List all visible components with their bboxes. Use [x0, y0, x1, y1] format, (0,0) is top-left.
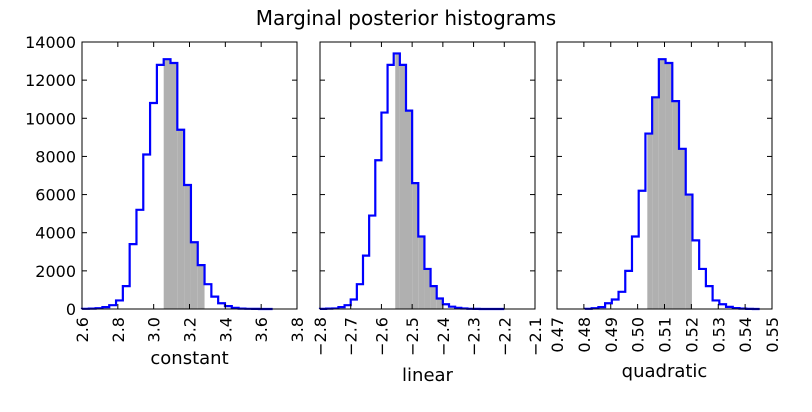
shaded-bar	[685, 194, 692, 309]
shaded-bar	[163, 59, 171, 309]
panels-group: 2.6 2.8 3.0 3.2 3.4 3.6 3.8 0 2000 4000 6000 8000 10…	[25, 33, 782, 386]
x-tick-label: 0.53	[709, 317, 728, 353]
figure-title: Marginal posterior histograms	[256, 6, 556, 30]
panel-constant: 2.6 2.8 3.0 3.2 3.4 3.6 3.8 0 2000 4000 6000 8000 10…	[25, 33, 307, 369]
shaded-bar	[399, 64, 406, 309]
shaded-bar	[672, 101, 680, 309]
shaded-bar	[436, 298, 443, 309]
y-tick-label: 14000	[25, 33, 76, 52]
shaded-bar	[406, 110, 413, 310]
x-axis-label: linear	[402, 365, 454, 386]
x-tick-label: 3.0	[145, 317, 164, 342]
x-tick-label: −2.5	[403, 317, 422, 356]
shaded-bar	[658, 59, 666, 309]
x-tick-label: 0.52	[682, 317, 701, 353]
shaded-bar	[430, 286, 437, 309]
shaded-bar	[679, 148, 686, 309]
shaded-bar	[170, 62, 178, 309]
x-tick-label: −2.8	[311, 317, 330, 356]
x-tick-label: −2.2	[495, 317, 514, 356]
x-tick-label: −2.6	[372, 317, 391, 356]
x-axis-label: constant	[150, 348, 228, 369]
x-tick-label: 0.51	[656, 317, 675, 353]
y-tick-label: 2000	[35, 262, 76, 281]
x-tick-label: 0.49	[602, 317, 621, 353]
panel-linear: −2.8 −2.7 −2.6 −2.5 −2.4 −2.3 −2.2 −2.1 linear	[311, 41, 545, 386]
x-tick-label: 3.6	[252, 317, 271, 342]
x-tick-label: −2.4	[434, 317, 453, 356]
x-tick-label: 0.54	[736, 317, 755, 353]
x-tick-label: −2.1	[526, 317, 545, 356]
y-tick-label: 12000	[25, 71, 76, 90]
x-axis-label: quadratic	[622, 361, 708, 382]
x-tick-label: 2.6	[73, 317, 92, 342]
shaded-bar	[424, 268, 431, 309]
y-tick-label: 6000	[35, 186, 76, 205]
x-tick-label: 0.55	[763, 317, 782, 353]
shaded-bar	[647, 133, 653, 309]
x-tick-label: −2.3	[465, 317, 484, 356]
shaded-bar	[197, 265, 205, 309]
histogram-step-line	[583, 58, 760, 311]
x-tick-label: 3.2	[181, 317, 200, 342]
y-tick-label: 10000	[25, 109, 76, 128]
x-tick-label: 0.47	[548, 317, 567, 353]
x-tick-label: 0.48	[575, 317, 594, 353]
y-tick-label: 0	[66, 300, 76, 319]
y-tick-label: 8000	[35, 147, 76, 166]
x-tick-label: −2.7	[342, 317, 361, 356]
shaded-bar	[177, 129, 185, 309]
y-tick-label: 4000	[35, 224, 76, 243]
x-tick-label: 3.4	[216, 317, 235, 342]
shaded-bar	[418, 236, 425, 309]
panel-quadratic: 0.47 0.48 0.49 0.50 0.51 0.52 0.53 0.54 0.55 quad…	[548, 41, 782, 382]
shaded-bar	[190, 242, 198, 309]
axes-frame	[319, 41, 536, 310]
shaded-bar	[665, 62, 673, 309]
x-tick-label: 2.8	[109, 317, 128, 342]
shaded-bar	[412, 183, 419, 309]
histogram-step-line	[80, 58, 273, 311]
shaded-bar	[652, 97, 659, 309]
x-tick-label: 3.8	[288, 317, 307, 342]
shaded-bar	[184, 185, 191, 309]
shaded-bar	[395, 53, 400, 309]
x-tick-label: 0.50	[629, 317, 648, 353]
